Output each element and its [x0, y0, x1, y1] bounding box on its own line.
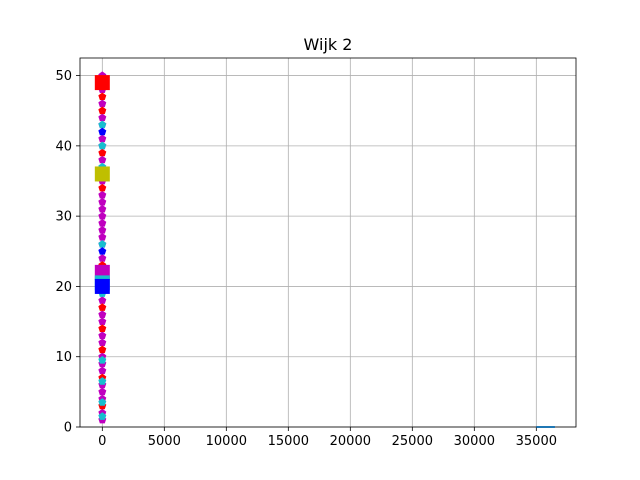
data-point: [98, 197, 107, 206]
data-point: [98, 356, 107, 364]
data-point: [98, 106, 107, 115]
x-tick-label: 10000: [206, 434, 247, 449]
data-point: [98, 148, 107, 157]
x-tick-label: 5000: [148, 434, 181, 449]
ticks: 0 5000 10000 15000 20000 25000 30000 35000 0 10 20…: [55, 69, 557, 449]
data-point: [98, 218, 107, 227]
data-point: [98, 134, 107, 143]
data-point: [98, 377, 107, 385]
data-point: [98, 338, 107, 347]
y-tick-label: 50: [55, 69, 72, 84]
data-point-square: [94, 278, 110, 294]
data-point: [98, 366, 107, 375]
data-point: [98, 190, 107, 199]
data-point: [98, 303, 107, 311]
data-point: [98, 141, 107, 150]
data-point: [98, 398, 107, 406]
data-point: [98, 345, 107, 354]
y-tick-label: 0: [64, 421, 72, 436]
data-point: [98, 317, 107, 325]
x-tick-label: 20000: [330, 434, 371, 449]
data-point: [98, 92, 107, 101]
data-point: [98, 99, 107, 108]
data-point: [98, 254, 107, 262]
data-point: [98, 120, 107, 129]
data-marks: [94, 71, 555, 428]
y-tick-label: 20: [55, 280, 72, 295]
y-tick-label: 10: [55, 350, 72, 365]
data-point: [98, 240, 107, 248]
data-point: [98, 331, 107, 340]
x-tick-label: 25000: [392, 434, 433, 449]
chart-title: Wijk 2: [304, 35, 353, 54]
data-point: [98, 310, 107, 318]
data-point: [98, 324, 107, 332]
y-tick-label: 40: [55, 139, 72, 154]
data-point: [98, 412, 107, 420]
grid: [80, 58, 576, 428]
axes-frame: [79, 57, 577, 428]
x-tick-label: 0: [98, 434, 106, 449]
x-tick-label: 30000: [454, 434, 495, 449]
y-tick-label: 30: [55, 210, 72, 225]
data-point: [98, 155, 107, 164]
data-point: [98, 127, 107, 136]
x-tick-label: 35000: [516, 434, 557, 449]
data-point-square: [94, 75, 110, 91]
data-point: [98, 296, 107, 304]
data-point-square: [94, 166, 110, 182]
plot-area-border: [79, 57, 577, 428]
data-point: [98, 211, 107, 220]
data-point: [98, 247, 107, 255]
data-point: [98, 226, 107, 234]
data-point: [98, 233, 107, 241]
x-tick-label: 15000: [268, 434, 309, 449]
data-point: [98, 387, 107, 396]
data-point: [98, 113, 107, 122]
data-point: [98, 183, 107, 192]
data-point: [98, 204, 107, 213]
